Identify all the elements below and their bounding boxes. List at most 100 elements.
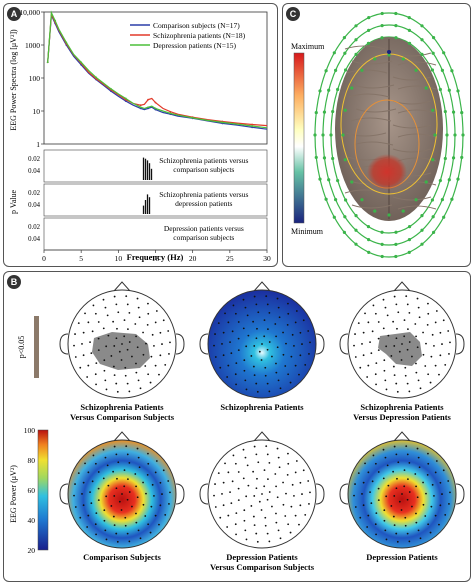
sensor-dot xyxy=(271,355,273,358)
sensor-dot xyxy=(77,322,80,325)
sensor-dot xyxy=(232,304,235,307)
sensor-dot xyxy=(117,461,120,464)
sensor-dot xyxy=(256,327,258,330)
sensor-dot xyxy=(395,382,398,385)
sensor-dot xyxy=(385,345,388,348)
pvalue-tick-label: 0.02 xyxy=(28,224,40,231)
pvalue-ylabel: p Value xyxy=(9,190,18,215)
electrode-dot xyxy=(451,110,456,114)
sensor-dot xyxy=(415,362,417,365)
sensor-dot xyxy=(429,381,432,384)
sensor-dot xyxy=(353,344,355,347)
sensor-dot xyxy=(404,374,407,377)
power-tick-label: 40 xyxy=(28,516,36,525)
sensor-dot xyxy=(422,331,424,334)
spectrum-ylabel: EEG Power Spectra (log [μV²]) xyxy=(9,29,18,131)
sensor-dot xyxy=(415,335,417,338)
power-tick-label: 20 xyxy=(28,546,36,555)
series-point-3 xyxy=(169,112,172,115)
sensor-dot xyxy=(393,345,396,347)
sensor-dot xyxy=(232,454,235,457)
sensor-dot xyxy=(155,460,158,462)
sulcus-line xyxy=(353,84,395,89)
sensor-dot xyxy=(401,493,403,495)
sensor-dot xyxy=(153,344,155,347)
pvalue-row-label: Schizophrenia patients versus xyxy=(159,156,248,165)
sensor-dot xyxy=(400,359,403,361)
sensor-dot xyxy=(427,523,430,526)
sensor-dot xyxy=(415,371,418,374)
electrode-dot xyxy=(314,110,318,115)
spectrum-xlabel: Frequency (Hz) xyxy=(127,252,184,262)
sensor-dot xyxy=(168,503,170,505)
sulcus-line xyxy=(397,85,437,90)
sensor-dot xyxy=(104,529,107,532)
sensor-dot xyxy=(441,493,443,495)
sensor-dot xyxy=(147,312,150,315)
sensor-dot xyxy=(275,335,277,338)
sensor-dot xyxy=(142,331,144,334)
sensor-dot xyxy=(271,505,273,508)
sulcus-line xyxy=(392,196,432,201)
sensor-dot xyxy=(256,540,259,543)
sensor-dot xyxy=(298,523,300,526)
sensor-dot xyxy=(268,341,271,343)
sensor-dot xyxy=(442,469,445,472)
pvalue-row-label: comparison subjects xyxy=(173,165,234,174)
sensor-dot xyxy=(304,513,307,516)
sulcus-line xyxy=(351,204,393,209)
sensor-dot xyxy=(136,496,139,499)
sensor-dot xyxy=(424,515,427,517)
sensor-dot xyxy=(392,320,395,323)
sensor-dot xyxy=(255,487,258,490)
series-point-3 xyxy=(54,19,57,22)
sensor-dot xyxy=(139,537,142,540)
sensor-dot xyxy=(237,321,240,323)
sensor-dot xyxy=(268,540,271,543)
sensor-dot xyxy=(275,521,278,524)
sensor-dot xyxy=(257,461,260,464)
sensor-dot xyxy=(115,532,118,535)
sensor-dot xyxy=(115,337,118,340)
sensor-dot xyxy=(137,529,140,532)
sensor-dot xyxy=(275,485,277,488)
electrode-dot xyxy=(343,215,347,219)
sensor-dot xyxy=(222,504,225,507)
pvalue-bar xyxy=(144,158,147,180)
sensor-dot xyxy=(135,485,137,488)
sensor-dot xyxy=(214,483,216,485)
sensor-dot xyxy=(97,499,100,502)
series-point-3 xyxy=(46,61,49,64)
sensor-dot xyxy=(255,532,258,535)
sensor-dot xyxy=(255,382,258,385)
sensor-dot xyxy=(73,494,75,497)
topomap-label: Depression Patients xyxy=(366,552,438,562)
sensor-dot xyxy=(425,492,427,495)
sensor-dot xyxy=(146,473,149,476)
x-tick-label: 10 xyxy=(115,254,123,263)
sensor-dot xyxy=(289,531,292,534)
electrode-dot xyxy=(373,57,377,61)
sensor-dot xyxy=(244,456,247,459)
sensor-dot xyxy=(308,503,310,505)
sensor-dot xyxy=(290,355,293,358)
sensor-dot xyxy=(353,494,355,497)
sensor-dot xyxy=(252,470,255,473)
topomap-2-2 xyxy=(199,431,325,549)
sensor-dot xyxy=(86,376,89,378)
sensor-dot xyxy=(284,365,287,367)
sensor-dot xyxy=(277,379,280,382)
sensor-dot xyxy=(377,349,380,352)
sensor-dot xyxy=(155,310,158,312)
electrode-dot xyxy=(327,88,331,92)
right-ear xyxy=(315,333,325,355)
sensor-dot xyxy=(147,452,149,455)
electrode-dot xyxy=(460,110,464,115)
series-point-3 xyxy=(221,121,224,124)
electrode-dot xyxy=(420,228,424,232)
sensor-dot xyxy=(244,379,247,382)
panel-c: C Maximum Minimum xyxy=(282,3,471,267)
legend-entry: Schizophrenia patients (N=18) xyxy=(153,31,246,40)
electrode-dot xyxy=(394,230,398,234)
left-ear xyxy=(59,333,69,355)
